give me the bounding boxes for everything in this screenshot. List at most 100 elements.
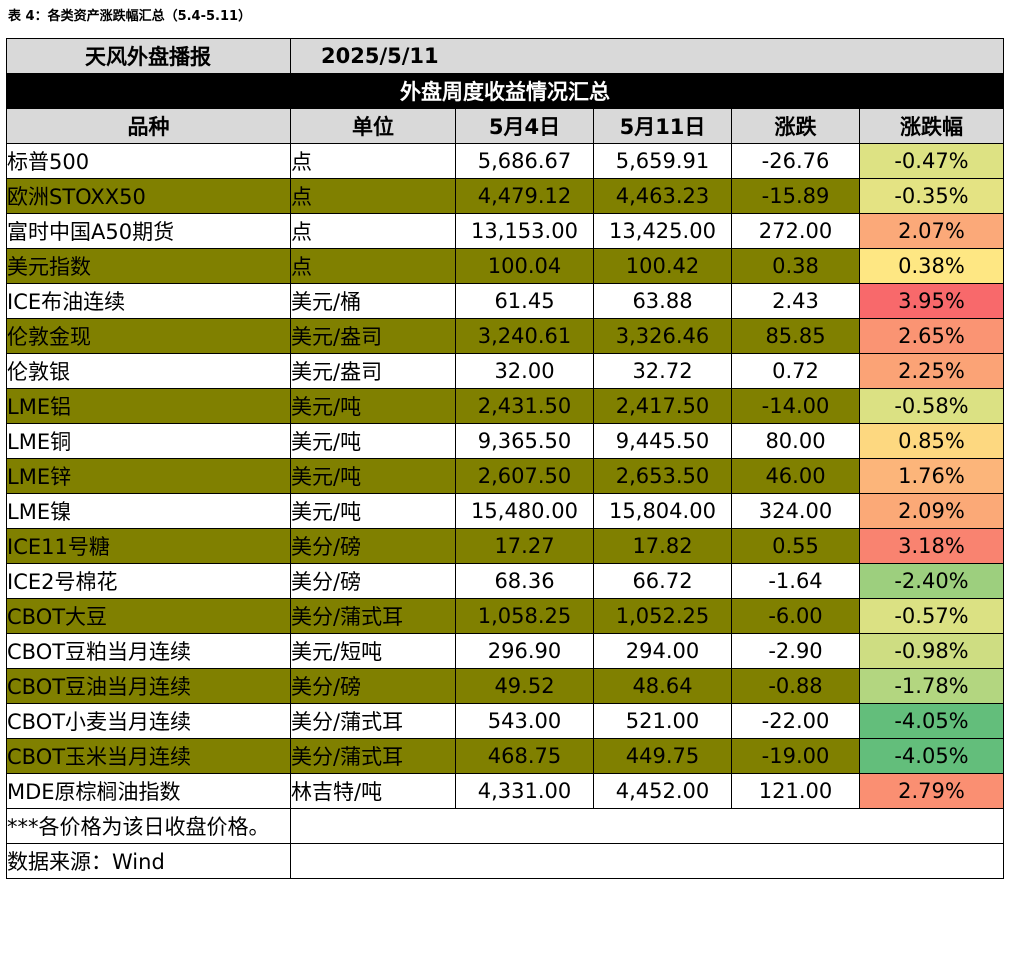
unit-cell: 美元/吨 bbox=[290, 458, 456, 494]
table-row: CBOT豆油当月连续 美分/磅 49.52 48.64 -0.88 -1.78% bbox=[6, 668, 1004, 704]
table-row: 伦敦银 美元/盎司 32.00 32.72 0.72 2.25% bbox=[6, 353, 1004, 389]
change-pct-cell: -4.05% bbox=[859, 703, 1004, 739]
change-pct-cell: 2.65% bbox=[859, 318, 1004, 354]
unit-cell: 美分/蒲式耳 bbox=[290, 703, 456, 739]
price-may4-cell: 13,153.00 bbox=[455, 213, 594, 249]
change-cell: -19.00 bbox=[731, 738, 860, 774]
asset-name-cell: LME铜 bbox=[6, 423, 291, 459]
price-may4-cell: 296.90 bbox=[455, 633, 594, 669]
unit-cell: 美元/吨 bbox=[290, 493, 456, 529]
change-cell: 2.43 bbox=[731, 283, 860, 319]
unit-cell: 美元/盎司 bbox=[290, 353, 456, 389]
price-may11-cell: 4,463.23 bbox=[593, 178, 732, 214]
price-may11-cell: 100.42 bbox=[593, 248, 732, 284]
note-blank bbox=[290, 808, 1004, 844]
change-cell: -22.00 bbox=[731, 703, 860, 739]
price-may4-cell: 4,331.00 bbox=[455, 773, 594, 809]
change-pct-cell: 2.07% bbox=[859, 213, 1004, 249]
asset-name-cell: 美元指数 bbox=[6, 248, 291, 284]
price-may11-cell: 17.82 bbox=[593, 528, 732, 564]
asset-name-cell: CBOT豆油当月连续 bbox=[6, 668, 291, 704]
change-cell: 0.55 bbox=[731, 528, 860, 564]
price-may11-cell: 66.72 bbox=[593, 563, 732, 599]
asset-name-cell: LME铝 bbox=[6, 388, 291, 424]
price-may11-cell: 2,417.50 bbox=[593, 388, 732, 424]
change-cell: -15.89 bbox=[731, 178, 860, 214]
change-pct-cell: 0.38% bbox=[859, 248, 1004, 284]
table-row: LME铝 美元/吨 2,431.50 2,417.50 -14.00 -0.58% bbox=[6, 388, 1004, 424]
price-may4-cell: 3,240.61 bbox=[455, 318, 594, 354]
price-may11-cell: 32.72 bbox=[593, 353, 732, 389]
table-row: ICE11号糖 美分/磅 17.27 17.82 0.55 3.18% bbox=[6, 528, 1004, 564]
report-date: 2025/5/11 bbox=[290, 38, 1004, 74]
column-header: 涨跌 bbox=[731, 108, 860, 144]
price-may11-cell: 2,653.50 bbox=[593, 458, 732, 494]
asset-name-cell: ICE11号糖 bbox=[6, 528, 291, 564]
price-may4-cell: 4,479.12 bbox=[455, 178, 594, 214]
unit-cell: 美分/蒲式耳 bbox=[290, 738, 456, 774]
column-header: 单位 bbox=[290, 108, 456, 144]
price-may11-cell: 15,804.00 bbox=[593, 493, 732, 529]
change-cell: -0.88 bbox=[731, 668, 860, 704]
asset-name-cell: 欧洲STOXX50 bbox=[6, 178, 291, 214]
price-may11-cell: 1,052.25 bbox=[593, 598, 732, 634]
table-row: CBOT小麦当月连续 美分/蒲式耳 543.00 521.00 -22.00 -4.05% bbox=[6, 703, 1004, 739]
price-may11-cell: 48.64 bbox=[593, 668, 732, 704]
asset-name-cell: MDE原棕榈油指数 bbox=[6, 773, 291, 809]
change-cell: 0.38 bbox=[731, 248, 860, 284]
table-row: ICE布油连续 美元/桶 61.45 63.88 2.43 3.95% bbox=[6, 283, 1004, 319]
table-row: 标普500 点 5,686.67 5,659.91 -26.76 -0.47% bbox=[6, 143, 1004, 179]
change-pct-cell: 3.18% bbox=[859, 528, 1004, 564]
change-cell: 80.00 bbox=[731, 423, 860, 459]
table-row: 伦敦金现 美元/盎司 3,240.61 3,326.46 85.85 2.65% bbox=[6, 318, 1004, 354]
asset-name-cell: LME镍 bbox=[6, 493, 291, 529]
change-cell: -26.76 bbox=[731, 143, 860, 179]
price-may11-cell: 5,659.91 bbox=[593, 143, 732, 179]
unit-cell: 点 bbox=[290, 213, 456, 249]
change-cell: 0.72 bbox=[731, 353, 860, 389]
asset-name-cell: 富时中国A50期货 bbox=[6, 213, 291, 249]
table-row: CBOT豆粕当月连续 美元/短吨 296.90 294.00 -2.90 -0.98% bbox=[6, 633, 1004, 669]
price-may4-cell: 468.75 bbox=[455, 738, 594, 774]
price-may4-cell: 61.45 bbox=[455, 283, 594, 319]
report-brand: 天风外盘播报 bbox=[6, 38, 291, 74]
unit-cell: 点 bbox=[290, 143, 456, 179]
note-text: ***各价格为该日收盘价格。 bbox=[6, 808, 291, 844]
change-cell: 272.00 bbox=[731, 213, 860, 249]
note-text: 数据来源：Wind bbox=[6, 843, 291, 879]
table-row: LME镍 美元/吨 15,480.00 15,804.00 324.00 2.09% bbox=[6, 493, 1004, 529]
table-row: 欧洲STOXX50 点 4,479.12 4,463.23 -15.89 -0.35% bbox=[6, 178, 1004, 214]
table-caption: 表 4：各类资产涨跌幅汇总（5.4-5.11） bbox=[8, 9, 252, 24]
price-may4-cell: 2,607.50 bbox=[455, 458, 594, 494]
unit-cell: 美元/吨 bbox=[290, 423, 456, 459]
price-may4-cell: 100.04 bbox=[455, 248, 594, 284]
note-blank bbox=[290, 843, 1004, 879]
unit-cell: 美元/桶 bbox=[290, 283, 456, 319]
change-pct-cell: -0.58% bbox=[859, 388, 1004, 424]
price-may11-cell: 3,326.46 bbox=[593, 318, 732, 354]
change-pct-cell: 2.09% bbox=[859, 493, 1004, 529]
change-cell: 121.00 bbox=[731, 773, 860, 809]
change-pct-cell: -0.57% bbox=[859, 598, 1004, 634]
asset-name-cell: CBOT豆粕当月连续 bbox=[6, 633, 291, 669]
price-may11-cell: 13,425.00 bbox=[593, 213, 732, 249]
unit-cell: 美分/磅 bbox=[290, 528, 456, 564]
unit-cell: 美分/蒲式耳 bbox=[290, 598, 456, 634]
unit-cell: 美分/磅 bbox=[290, 668, 456, 704]
price-may11-cell: 294.00 bbox=[593, 633, 732, 669]
asset-name-cell: 伦敦银 bbox=[6, 353, 291, 389]
change-pct-cell: -1.78% bbox=[859, 668, 1004, 704]
change-cell: 46.00 bbox=[731, 458, 860, 494]
change-pct-cell: 3.95% bbox=[859, 283, 1004, 319]
column-header: 5月4日 bbox=[455, 108, 594, 144]
price-may4-cell: 1,058.25 bbox=[455, 598, 594, 634]
change-pct-cell: 2.79% bbox=[859, 773, 1004, 809]
asset-name-cell: ICE2号棉花 bbox=[6, 563, 291, 599]
price-may4-cell: 15,480.00 bbox=[455, 493, 594, 529]
price-may4-cell: 543.00 bbox=[455, 703, 594, 739]
change-pct-cell: 1.76% bbox=[859, 458, 1004, 494]
unit-cell: 美元/盎司 bbox=[290, 318, 456, 354]
table-row: CBOT大豆 美分/蒲式耳 1,058.25 1,052.25 -6.00 -0.57% bbox=[6, 598, 1004, 634]
asset-name-cell: ICE布油连续 bbox=[6, 283, 291, 319]
asset-name-cell: CBOT玉米当月连续 bbox=[6, 738, 291, 774]
